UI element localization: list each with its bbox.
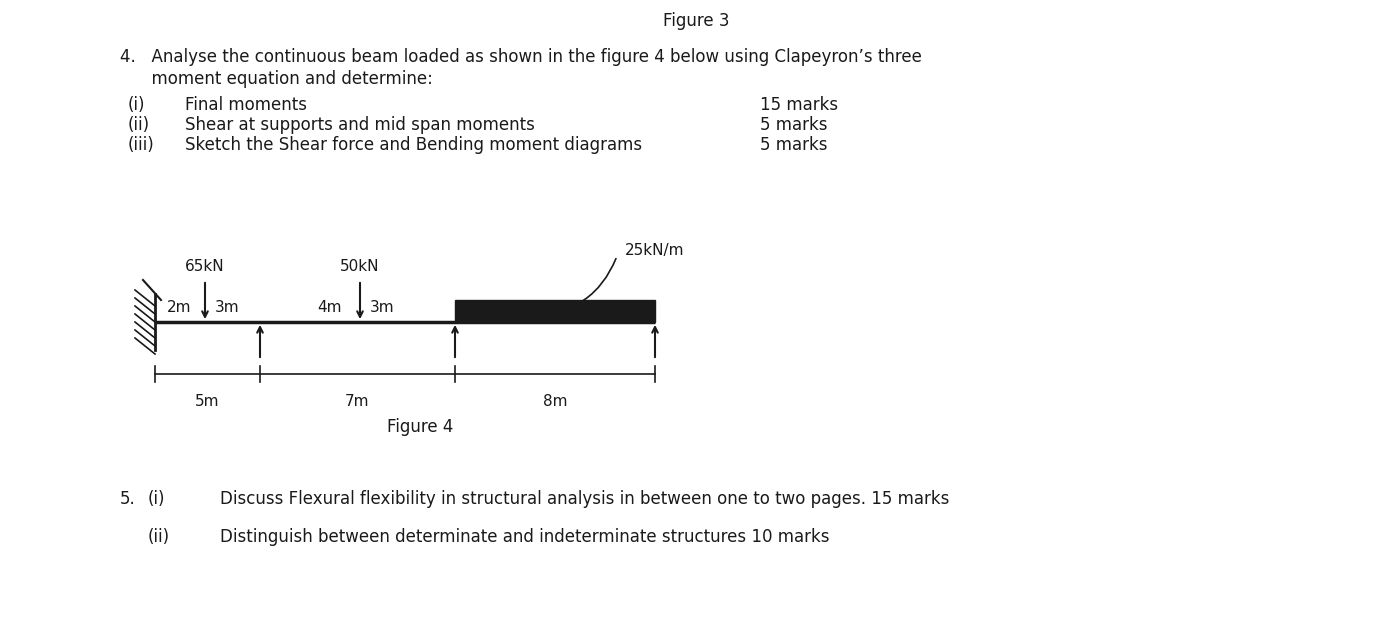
Text: Figure 3: Figure 3 (663, 12, 730, 30)
Text: (i): (i) (128, 96, 145, 114)
Text: 65kN: 65kN (185, 259, 224, 274)
Text: 25kN/m: 25kN/m (625, 243, 684, 258)
Text: Shear at supports and mid span moments: Shear at supports and mid span moments (185, 116, 535, 134)
Text: Figure 4: Figure 4 (387, 418, 453, 436)
Text: 4.   Analyse the continuous beam loaded as shown in the figure 4 below using Cla: 4. Analyse the continuous beam loaded as… (120, 48, 922, 66)
Text: 3m: 3m (215, 301, 240, 316)
Bar (456, 300, 655, 322)
Text: Final moments: Final moments (185, 96, 306, 114)
Text: Distinguish between determinate and indeterminate structures 10 marks: Distinguish between determinate and inde… (220, 528, 829, 546)
Text: (i): (i) (148, 490, 166, 508)
Text: Discuss Flexural flexibility in structural analysis in between one to two pages.: Discuss Flexural flexibility in structur… (220, 490, 950, 508)
Text: 5.: 5. (120, 490, 135, 508)
Text: (ii): (ii) (128, 116, 150, 134)
Text: 7m: 7m (345, 394, 369, 409)
Text: 3m: 3m (369, 301, 394, 316)
Text: Sketch the Shear force and Bending moment diagrams: Sketch the Shear force and Bending momen… (185, 136, 642, 154)
Text: 5 marks: 5 marks (761, 136, 827, 154)
Text: 50kN: 50kN (340, 259, 380, 274)
Text: 15 marks: 15 marks (761, 96, 839, 114)
Text: (iii): (iii) (128, 136, 155, 154)
Text: 4m: 4m (318, 301, 343, 316)
Text: 2m: 2m (167, 301, 191, 316)
Text: 5m: 5m (195, 394, 220, 409)
Text: (ii): (ii) (148, 528, 170, 546)
Text: 5 marks: 5 marks (761, 116, 827, 134)
Text: moment equation and determine:: moment equation and determine: (120, 70, 433, 88)
Text: 8m: 8m (543, 394, 567, 409)
